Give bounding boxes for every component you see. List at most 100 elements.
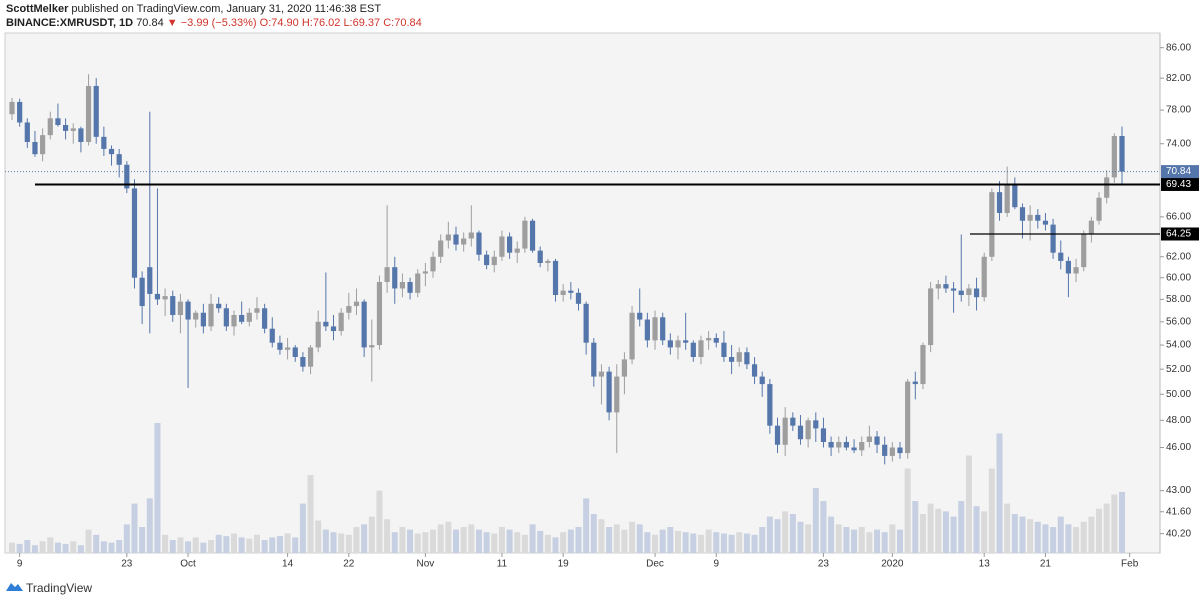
volume-bar (185, 541, 192, 553)
volume-bar (407, 529, 414, 553)
volume-bar (851, 529, 858, 553)
candle-body (124, 164, 130, 189)
candle-body (675, 340, 681, 348)
volume-bar (292, 537, 299, 553)
volume-bar (636, 524, 643, 553)
candle-body (254, 308, 260, 313)
volume-bar (567, 529, 574, 553)
volume-bar (1065, 524, 1072, 553)
candle-body (70, 128, 76, 131)
volume-bar (659, 529, 666, 553)
volume-bar (276, 536, 283, 553)
y-tick-label: 82.00 (1166, 73, 1191, 84)
candle-body (170, 296, 176, 316)
volume-bar (307, 475, 314, 553)
candle-body (1096, 197, 1102, 221)
header-line-2: BINANCE:XMRUSDT, 1D 70.84 ▼ −3.99 (−5.33… (6, 16, 422, 30)
candle-body (1004, 184, 1010, 213)
last-price-label: 70.84 (1166, 166, 1191, 177)
candle-body (652, 317, 658, 341)
volume-bar (537, 530, 544, 553)
candle-body (116, 154, 122, 165)
header-line-1: ScottMelker published on TradingView.com… (6, 2, 422, 16)
volume-bar (16, 543, 23, 553)
candle-body (1073, 267, 1079, 274)
volume-bar (560, 532, 567, 553)
volume-bar (62, 543, 69, 553)
candle-body (1081, 234, 1087, 268)
volume-bar (100, 541, 107, 553)
volume-bar (598, 519, 605, 553)
candle-body (698, 340, 704, 358)
volume-bar (828, 516, 835, 553)
candle-body (629, 312, 635, 360)
volume-bar (246, 538, 253, 553)
candle-body (438, 240, 444, 257)
volume-bar (123, 524, 130, 553)
candle-body (269, 328, 275, 343)
volume-bar (904, 468, 911, 553)
volume-bar (253, 534, 260, 553)
candle-body (966, 288, 972, 296)
y-tick-label: 40.20 (1166, 528, 1191, 539)
volume-bar (1103, 503, 1110, 553)
candle-body (9, 101, 15, 115)
candle-body (430, 256, 436, 272)
volume-bar (1088, 516, 1095, 553)
x-tick-label: Feb (1121, 559, 1139, 570)
volume-bar (430, 529, 437, 553)
candle-body (989, 192, 995, 257)
candle-body (606, 371, 612, 413)
volume-bar (682, 532, 689, 553)
volume-bar (422, 532, 429, 553)
volume-bar (950, 516, 957, 553)
volume-bar (1073, 527, 1080, 553)
candle-body (468, 232, 474, 239)
volume-bar (116, 540, 123, 553)
candle-body (667, 340, 673, 348)
candle-body (568, 290, 574, 293)
candle-body (598, 371, 605, 377)
volume-bar (491, 533, 498, 553)
volume-bar (782, 511, 789, 553)
candle-body (200, 312, 206, 327)
volume-bar (54, 542, 61, 553)
candle-body (1119, 135, 1125, 172)
volume-bar (437, 524, 444, 553)
candle-body (958, 290, 964, 296)
published: published on TradingView.com, January 31… (71, 3, 382, 15)
volume-bar (1050, 527, 1057, 553)
volume-bar (330, 532, 337, 553)
volume-bar (154, 423, 161, 553)
candle-body (338, 312, 344, 332)
candle-body (981, 256, 987, 298)
x-tick-label: 11 (497, 559, 508, 570)
volume-bar (705, 529, 712, 553)
volume-bar (759, 527, 766, 553)
volume-bar (988, 468, 995, 553)
volume-bar (445, 521, 452, 553)
volume-bar (544, 534, 551, 553)
high: H:76.02 (301, 17, 341, 29)
candle-body (820, 428, 827, 442)
volume-bar (629, 521, 636, 553)
volume-bar (575, 527, 582, 553)
volume-bar (797, 521, 804, 553)
volume-bar (131, 503, 138, 553)
candle-body (1012, 184, 1018, 208)
y-tick-label: 62.00 (1166, 251, 1191, 262)
candle-body (499, 236, 505, 257)
candle-body (108, 148, 115, 155)
candle-body (369, 345, 375, 348)
volume-bar (644, 532, 651, 553)
candle-body (284, 347, 291, 350)
candle-body (185, 301, 191, 320)
volume-bar (720, 533, 727, 553)
candle-body (101, 136, 107, 149)
candle-body (728, 357, 735, 362)
y-tick-label: 60.00 (1166, 272, 1191, 283)
volume-bar (322, 529, 329, 553)
y-tick-label: 56.00 (1166, 316, 1191, 327)
volume-bar (39, 541, 46, 553)
volume-bar (690, 533, 697, 553)
